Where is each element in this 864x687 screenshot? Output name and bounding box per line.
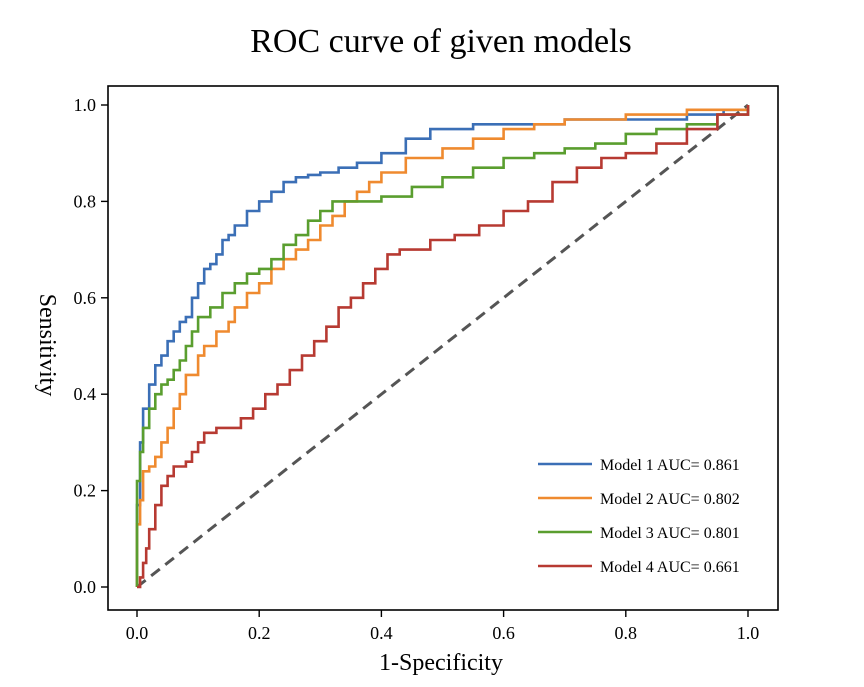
y-tick-label: 1.0 xyxy=(74,95,97,115)
chart-title: ROC curve of given models xyxy=(250,23,632,60)
x-axis-label: 1-Specificity xyxy=(379,650,503,676)
plot-area: 0.0 0.0 0.2 0.2 0.4 0.4 0.6 0.6 0.8 0.8 1.0 1.0 xyxy=(74,85,779,643)
legend-label-model-4: Model 4 AUC= 0.661 xyxy=(600,559,740,576)
series-line-model-4 xyxy=(137,105,750,589)
y-tick-label: 0.2 xyxy=(74,481,97,501)
legend: Model 1 AUC= 0.861 Model 2 AUC= 0.802 Mode… xyxy=(538,457,740,576)
y-tick-label: 0.4 xyxy=(74,384,97,404)
x-tick-label: 0.6 xyxy=(492,623,515,643)
x-tick-label: 0.2 xyxy=(248,623,271,643)
series-line-model-1 xyxy=(135,105,750,587)
series-line-model-2 xyxy=(135,105,750,587)
y-axis-label: Sensitivity xyxy=(34,294,60,397)
x-tick-label: 0.0 xyxy=(126,623,149,643)
legend-label-model-2: Model 2 AUC= 0.802 xyxy=(600,491,740,508)
reference-diagonal-line xyxy=(136,103,749,589)
x-tick-label: 1.0 xyxy=(737,623,760,643)
x-tick-label: 0.8 xyxy=(615,623,638,643)
y-tick-label: 0.8 xyxy=(74,191,97,211)
legend-label-model-1: Model 1 AUC= 0.861 xyxy=(600,457,740,474)
plot-frame xyxy=(107,85,779,611)
y-tick-label: 0.6 xyxy=(74,288,97,308)
series-line-model-3 xyxy=(135,105,750,587)
x-tick-label: 0.4 xyxy=(370,623,393,643)
legend-label-model-3: Model 3 AUC= 0.801 xyxy=(600,525,740,542)
y-tick-label: 0.0 xyxy=(74,577,97,597)
